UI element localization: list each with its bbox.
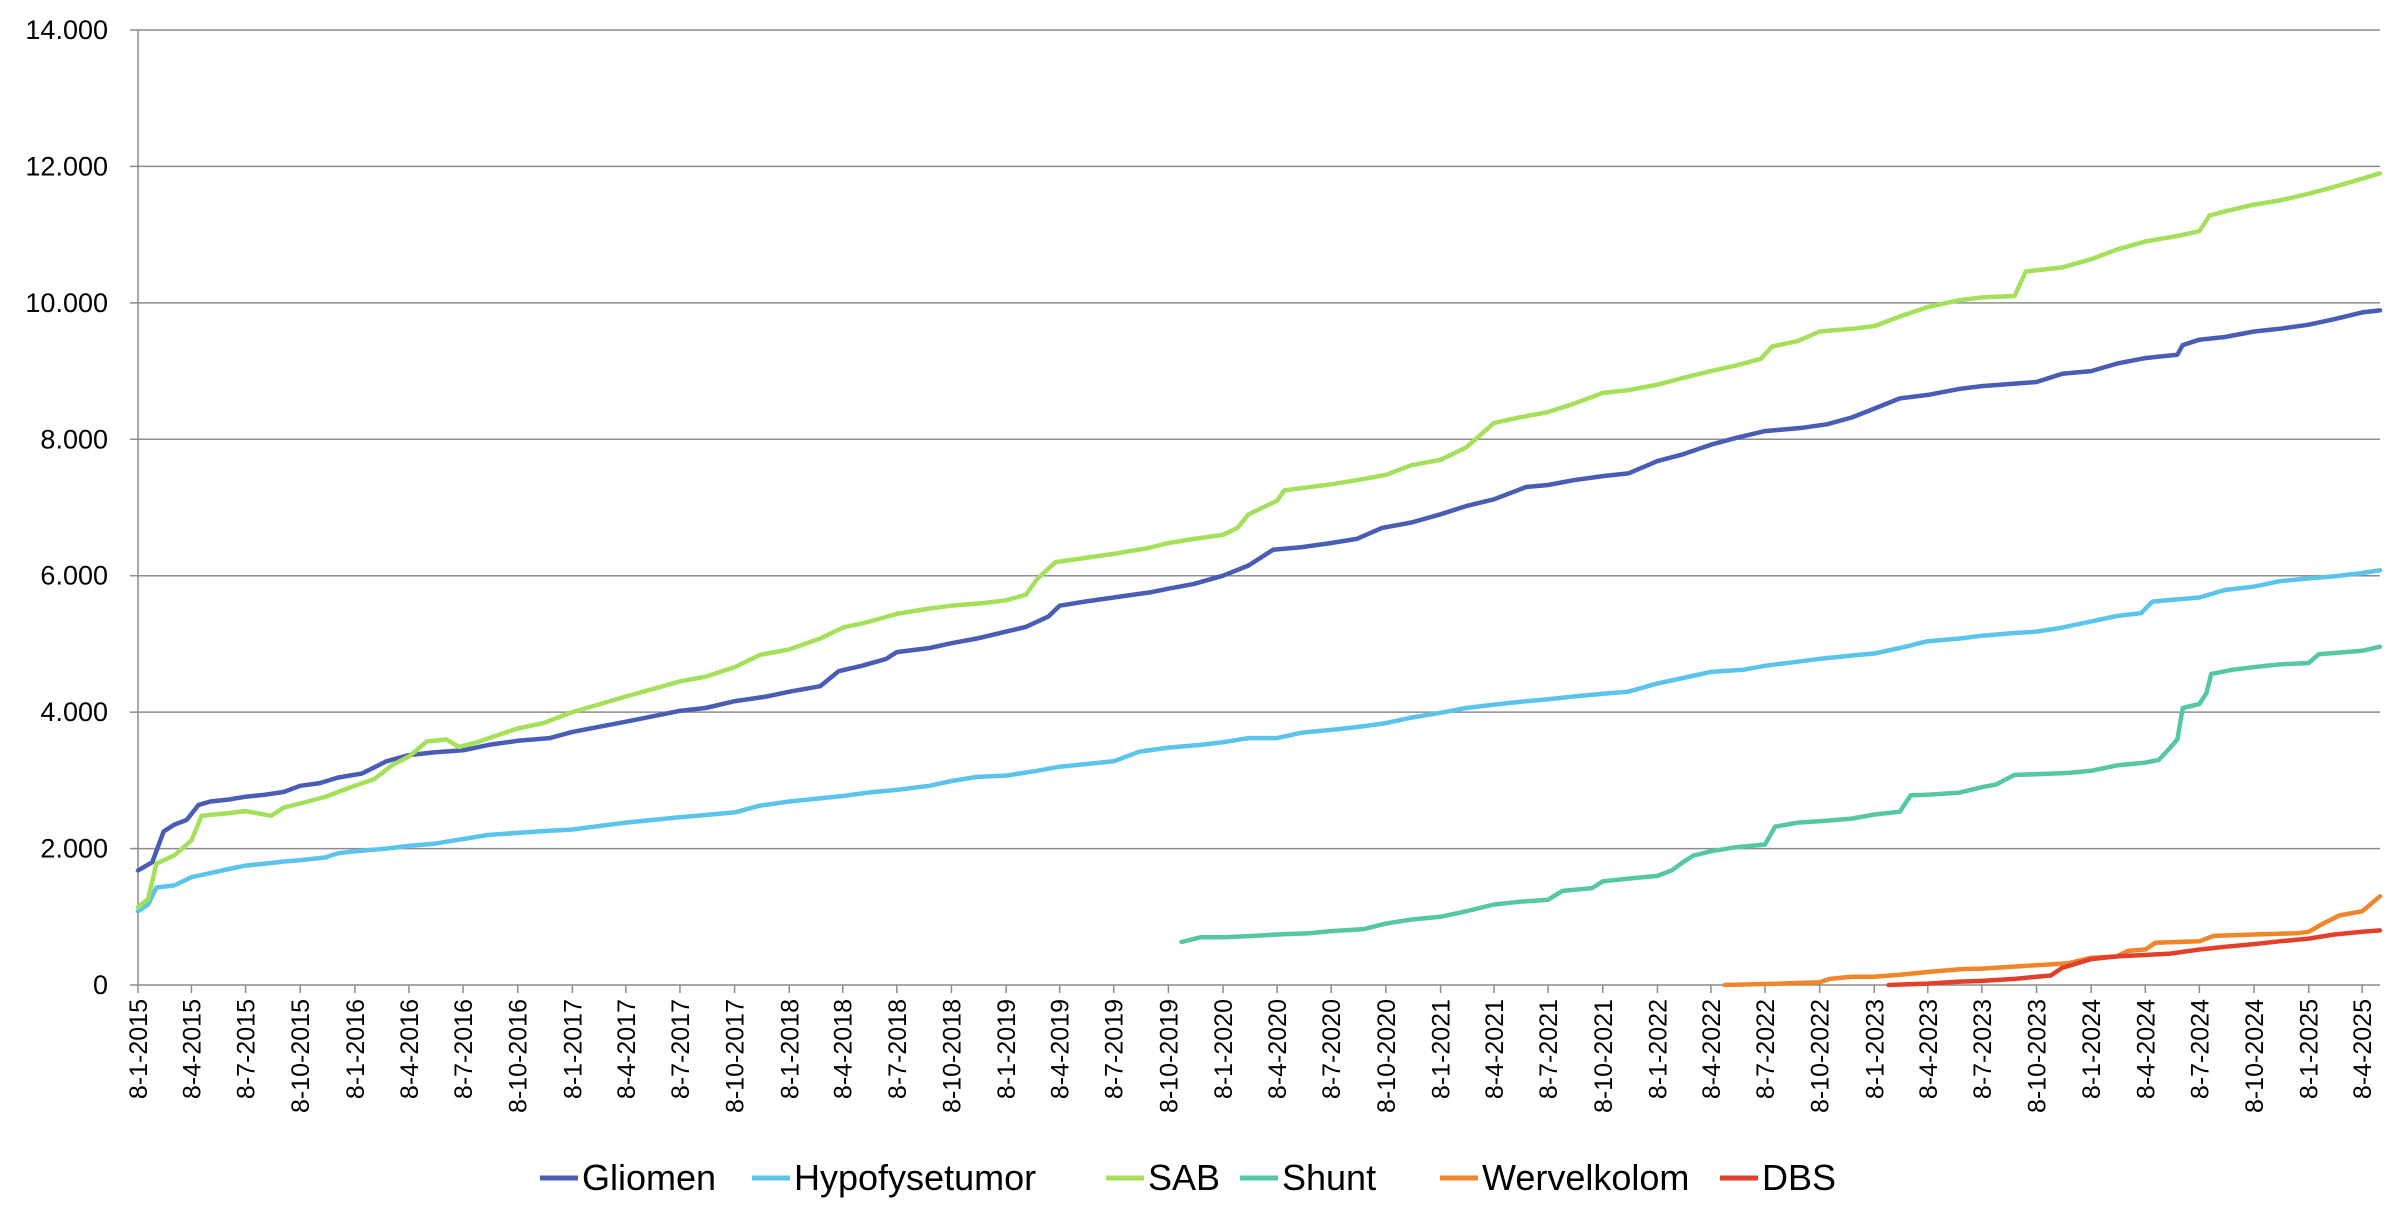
x-tick-label: 8-10-2015 [287, 999, 315, 1113]
series-line-sab [135, 171, 2383, 910]
x-axis-ticks: 8-1-2015 8-4-2015 8-7-2015 8-10-2015 8-1-201… [125, 985, 2377, 1113]
x-tick-label: 8-7-2020 [1318, 999, 1346, 1099]
series-line-hypofysetumor [135, 568, 2383, 914]
y-tick-label: 12.000 [25, 151, 108, 181]
x-tick-label: 8-4-2023 [1915, 999, 1943, 1099]
x-tick-label: 8-4-2015 [178, 999, 206, 1099]
x-tick-label: 8-4-2017 [613, 999, 641, 1099]
x-tick-label: 8-10-2019 [1155, 999, 1183, 1113]
x-tick-label: 8-7-2019 [1101, 999, 1129, 1099]
x-tick-label: 8-7-2021 [1535, 999, 1563, 1099]
x-tick-label: 8-10-2017 [722, 999, 750, 1113]
x-tick-label: 8-10-2020 [1373, 999, 1401, 1113]
x-tick-label: 8-4-2016 [396, 999, 424, 1099]
y-tick-label: 0 [93, 970, 108, 1000]
y-tick-label: 2.000 [40, 834, 108, 864]
x-tick-label: 8-4-2020 [1264, 999, 1292, 1099]
legend-label: Hypofysetumor [794, 1157, 1036, 1198]
x-tick-label: 8-7-2016 [450, 999, 478, 1099]
axes [137, 30, 2380, 986]
x-tick-label: 8-4-2024 [2132, 999, 2160, 1099]
x-tick-label: 8-4-2019 [1047, 999, 1075, 1099]
y-tick-label: 4.000 [40, 697, 108, 727]
x-tick-label: 8-7-2024 [2186, 999, 2214, 1099]
x-tick-label: 8-10-2016 [505, 999, 533, 1113]
x-tick-label: 8-7-2018 [884, 999, 912, 1099]
y-tick-label: 8.000 [40, 424, 108, 454]
x-tick-label: 8-10-2022 [1807, 999, 1835, 1113]
x-tick-label: 8-4-2018 [830, 999, 858, 1099]
x-tick-label: 8-4-2021 [1481, 999, 1509, 1099]
x-tick-label: 8-1-2024 [2078, 999, 2106, 1099]
y-tick-label: 14.000 [25, 15, 108, 45]
x-tick-label: 8-1-2022 [1644, 999, 1672, 1099]
series-line-shunt [1179, 644, 2383, 945]
legend: Gliomen Hypofysetumor SAB Shunt Wervelkolom D… [540, 1157, 1836, 1198]
y-axis-ticks: 0 2.000 4.000 6.000 8.000 10.000 12.000 14.000 [25, 15, 138, 1000]
legend-label: Wervelkolom [1482, 1157, 1689, 1198]
legend-label: Gliomen [582, 1157, 716, 1198]
x-tick-label: 8-1-2016 [342, 999, 370, 1099]
x-tick-label: 8-7-2015 [233, 999, 261, 1099]
x-tick-label: 8-10-2018 [938, 999, 966, 1113]
x-tick-label: 8-1-2015 [125, 999, 153, 1099]
x-tick-label: 8-1-2019 [993, 999, 1021, 1099]
x-tick-label: 8-1-2021 [1428, 999, 1456, 1099]
gridlines [138, 29, 2380, 850]
x-tick-label: 8-10-2021 [1590, 999, 1618, 1113]
x-tick-label: 8-7-2023 [1969, 999, 1997, 1099]
x-tick-label: 8-1-2020 [1210, 999, 1238, 1099]
legend-label: Shunt [1282, 1157, 1376, 1198]
x-tick-label: 8-4-2022 [1698, 999, 1726, 1099]
x-tick-label: 8-1-2023 [1861, 999, 1889, 1099]
series-lines [135, 171, 2383, 988]
x-tick-label: 8-1-2017 [559, 999, 587, 1099]
y-tick-label: 6.000 [40, 561, 108, 591]
x-tick-label: 8-10-2023 [2024, 999, 2052, 1113]
x-tick-label: 8-7-2022 [1752, 999, 1780, 1099]
x-tick-label: 8-4-2025 [2349, 999, 2377, 1099]
x-tick-label: 8-10-2024 [2241, 999, 2269, 1113]
x-tick-label: 8-7-2017 [667, 999, 695, 1099]
series-line-gliomen [135, 308, 2383, 873]
series-line-dbs [1886, 928, 2383, 988]
y-tick-label: 10.000 [25, 288, 108, 318]
x-tick-label: 8-1-2018 [776, 999, 804, 1099]
x-tick-label: 8-1-2025 [2296, 999, 2324, 1099]
legend-label: DBS [1762, 1157, 1836, 1198]
legend-label: SAB [1148, 1157, 1220, 1198]
